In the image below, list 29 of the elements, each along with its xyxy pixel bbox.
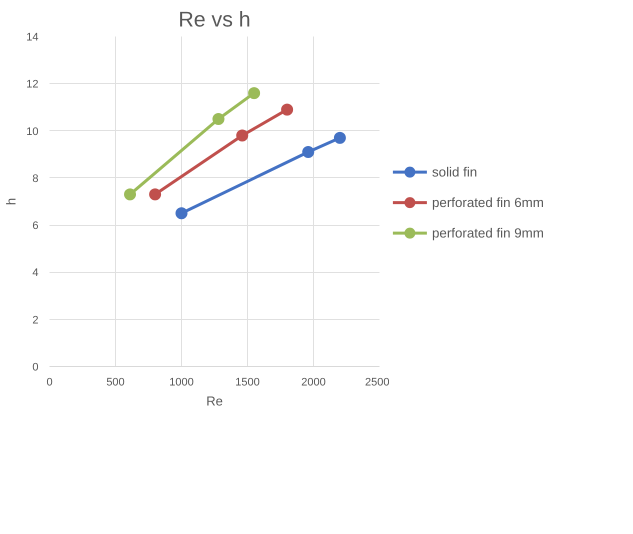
y-tick-label: 0 xyxy=(32,362,39,374)
x-tick-label: 2500 xyxy=(365,376,390,388)
y-tick-label: 4 xyxy=(32,267,39,280)
point xyxy=(236,130,248,142)
y-tick-label: 14 xyxy=(26,32,39,44)
chart-title: Re vs h xyxy=(178,8,251,32)
y-tick-label: 12 xyxy=(26,78,39,91)
x-tick-label: 500 xyxy=(106,376,125,388)
point xyxy=(334,132,346,144)
y-tick-label: 8 xyxy=(32,172,39,185)
y-tick-label: 10 xyxy=(26,126,39,138)
y-tick-label: 2 xyxy=(32,314,39,326)
legend-label: perforated fin 9mm xyxy=(432,226,544,241)
point xyxy=(302,146,314,158)
x-tick-label: 2000 xyxy=(301,376,326,388)
x-tick-label: 1000 xyxy=(169,376,194,388)
point xyxy=(281,104,294,116)
x-axis-title: Re xyxy=(206,394,223,408)
point xyxy=(176,207,188,220)
point xyxy=(124,188,136,200)
point xyxy=(212,113,224,125)
y-tick-label: 6 xyxy=(32,220,39,232)
x-tick-label: 1500 xyxy=(235,376,260,388)
x-tick-label: 0 xyxy=(46,376,53,388)
legend-label: perforated fin 6mm xyxy=(432,195,544,210)
y-axis-title: h xyxy=(3,198,18,206)
point xyxy=(248,87,260,100)
legend-label: solid fin xyxy=(432,164,478,180)
point xyxy=(149,188,162,200)
